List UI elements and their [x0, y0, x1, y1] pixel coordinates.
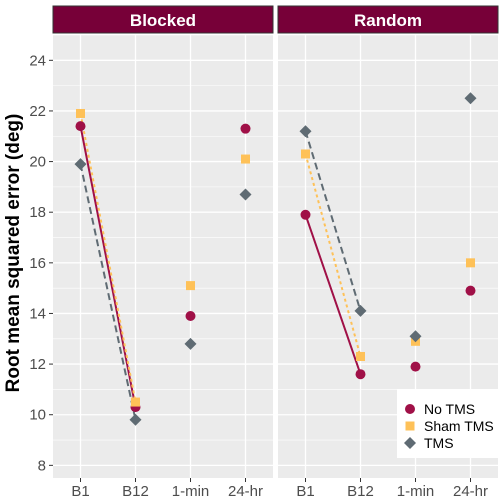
- legend-item-tms: TMS: [404, 435, 454, 451]
- y-axis-title: Root mean squared error (deg): [3, 114, 24, 393]
- legend-label: Sham TMS: [424, 418, 494, 434]
- y-tick-label: 22: [29, 103, 46, 120]
- point-tms: [239, 188, 252, 201]
- panels: Blocked B1 B12 1-min 24-hr Random B1 B12 1-min 24…: [52, 5, 499, 500]
- point-no-tms: [185, 310, 196, 321]
- point-sham-tms: [131, 397, 140, 407]
- panel-background: [53, 35, 273, 478]
- legend-item-sham-tms: Sham TMS: [405, 418, 494, 434]
- point-tms: [464, 92, 477, 105]
- y-tick-label: 24: [29, 52, 46, 69]
- y-tick-label: 8: [38, 457, 46, 474]
- y-tick-label: 10: [29, 407, 46, 424]
- series-line-tms: [304, 130, 362, 312]
- point-no-tms: [300, 209, 311, 220]
- series-line-sham-tms: [304, 153, 362, 357]
- point-sham-tms: [356, 351, 365, 361]
- legend-key: [405, 404, 415, 414]
- x-tick-label: B12: [347, 483, 374, 500]
- point-tms: [409, 330, 422, 343]
- y-tick-label: 20: [29, 154, 46, 171]
- legend-label: TMS: [424, 435, 454, 451]
- y-tick-label: 18: [29, 204, 46, 221]
- point-sham-tms: [186, 281, 195, 291]
- point-tms: [354, 304, 367, 317]
- panel-title: Random: [354, 11, 422, 30]
- y-tick-label: 12: [29, 356, 46, 373]
- panel-blocked: Blocked B1 B12 1-min 24-hr: [52, 5, 274, 500]
- point-no-tms: [410, 361, 421, 372]
- x-tick-label: 1-min: [172, 483, 210, 500]
- series-line-no-tms: [79, 125, 137, 408]
- point-sham-tms: [76, 108, 85, 118]
- y-tick-label: 14: [29, 305, 46, 322]
- point-sham-tms: [241, 154, 250, 164]
- x-tick-label: B1: [296, 483, 314, 500]
- x-tick-label: B1: [71, 483, 89, 500]
- series-line-no-tms: [304, 214, 362, 375]
- panel-strip: [52, 5, 274, 34]
- panel-strip: [277, 5, 499, 34]
- x-tick-label: B12: [122, 483, 149, 500]
- legend-item-no-tms: No TMS: [405, 401, 475, 417]
- point-tms: [129, 413, 142, 426]
- series-line-sham-tms: [79, 113, 137, 403]
- point-sham-tms: [466, 258, 475, 268]
- point-no-tms: [355, 369, 366, 380]
- legend-label: No TMS: [424, 401, 475, 417]
- x-tick-label: 24-hr: [453, 483, 488, 500]
- x-tick-label: 24-hr: [228, 483, 263, 500]
- x-tick-label: 1-min: [397, 483, 435, 500]
- point-no-tms: [75, 121, 86, 132]
- legend-key: [405, 421, 415, 431]
- point-tms: [74, 158, 87, 171]
- point-sham-tms: [301, 149, 310, 159]
- y-axis: 8 10 12 14 16 18 20 22 24: [29, 52, 53, 474]
- point-tms: [299, 125, 312, 138]
- point-no-tms: [465, 285, 476, 296]
- panel-title: Blocked: [130, 11, 196, 30]
- legend-key: [404, 437, 416, 449]
- y-tick-label: 16: [29, 255, 46, 272]
- point-tms: [184, 337, 197, 350]
- point-no-tms: [240, 123, 251, 134]
